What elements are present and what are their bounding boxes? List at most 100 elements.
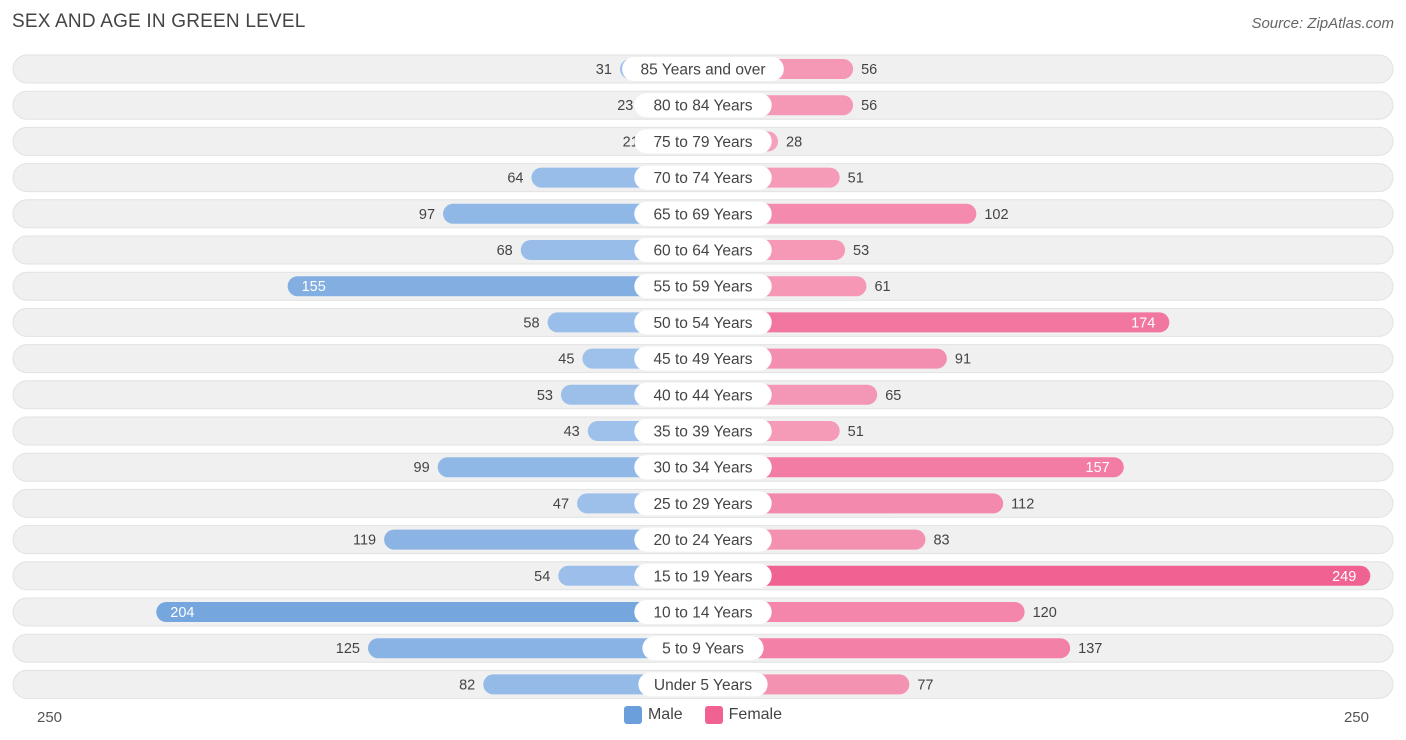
category-label-background <box>634 455 772 480</box>
row-10: 43 51 35 to 39 Years <box>12 416 1394 446</box>
category-label-background <box>634 527 772 552</box>
female-bar <box>703 602 1025 622</box>
female-value-label: 51 <box>848 171 864 187</box>
female-value-label: 174 <box>1131 315 1155 331</box>
male-value-label: 97 <box>419 207 435 223</box>
category-label-background <box>634 201 772 226</box>
category-label-background <box>634 563 772 588</box>
male-value-label: 54 <box>534 569 550 585</box>
female-value-label: 51 <box>848 424 864 440</box>
male-value-label: 125 <box>336 641 360 657</box>
female-value-label: 83 <box>933 533 949 549</box>
row-15: 204 120 10 to 14 Years <box>12 597 1394 627</box>
legend-swatch-male <box>623 706 642 724</box>
male-value-label: 47 <box>553 496 569 512</box>
category-label-background <box>634 274 772 299</box>
axis-label-left: 250 <box>37 709 62 726</box>
category-label: 50 to 54 Years <box>653 315 752 332</box>
category-label: 25 to 29 Years <box>653 496 752 513</box>
category-label: 20 to 24 Years <box>653 532 752 549</box>
category-label: 85 Years and over <box>641 62 766 79</box>
category-label-background <box>634 419 772 443</box>
male-value-label: 64 <box>507 171 523 187</box>
row-11: 99 157 30 to 34 Years <box>12 452 1394 482</box>
female-value-label: 102 <box>984 207 1008 223</box>
category-label: 15 to 19 Years <box>653 568 752 585</box>
legend-swatch-female <box>704 706 723 724</box>
male-bar <box>368 638 703 659</box>
male-bar <box>384 529 703 550</box>
female-value-label: 91 <box>955 352 971 368</box>
category-label-background <box>634 238 772 262</box>
female-value-label: 120 <box>1033 605 1057 621</box>
male-value-label: 58 <box>523 315 539 331</box>
male-bar <box>156 602 703 622</box>
category-label: 45 to 49 Years <box>653 351 752 368</box>
row-9: 53 65 40 to 44 Years <box>12 380 1394 410</box>
male-value-label: 155 <box>302 279 326 295</box>
female-value-label: 65 <box>885 388 901 404</box>
category-label-background <box>634 129 772 154</box>
male-value-label: 43 <box>564 424 580 440</box>
female-bar <box>703 638 1071 659</box>
female-bar <box>703 312 1170 333</box>
chart-source: Source: ZipAtlas.com <box>1251 15 1394 32</box>
category-label: 55 to 59 Years <box>653 279 752 296</box>
row-3: 64 51 70 to 74 Years <box>12 163 1394 193</box>
female-value-label: 249 <box>1332 569 1356 585</box>
legend-label-female: Female <box>728 706 783 723</box>
female-bar <box>703 565 1371 586</box>
male-value-label: 23 <box>617 98 633 114</box>
category-label: 35 to 39 Years <box>653 424 752 441</box>
category-label-background <box>622 57 784 81</box>
chart-title: SEX AND AGE IN GREEN LEVEL <box>12 11 306 32</box>
male-value-label: 53 <box>537 388 553 404</box>
category-label: 5 to 9 Years <box>662 641 744 658</box>
female-value-label: 61 <box>874 279 890 295</box>
female-value-label: 28 <box>786 134 802 150</box>
male-value-label: 31 <box>596 62 612 78</box>
female-bar <box>703 203 977 224</box>
female-bar <box>703 493 1004 514</box>
category-label-background <box>634 491 772 516</box>
category-label: 65 to 69 Years <box>653 206 752 223</box>
female-value-label: 56 <box>861 62 877 78</box>
row-5: 68 53 60 to 64 Years <box>12 235 1394 265</box>
category-label: 75 to 79 Years <box>653 134 752 151</box>
category-label: 60 to 64 Years <box>653 243 752 260</box>
male-value-label: 204 <box>170 605 194 621</box>
category-label-background <box>634 310 772 335</box>
category-label: 10 to 14 Years <box>653 605 752 622</box>
male-value-label: 119 <box>353 533 376 549</box>
row-6: 155 61 55 to 59 Years <box>12 271 1394 301</box>
male-bar <box>287 276 703 297</box>
category-label: 70 to 74 Years <box>653 170 752 187</box>
axis-label-right: 250 <box>1344 709 1369 726</box>
female-value-label: 77 <box>917 677 933 693</box>
category-label-background <box>634 382 772 407</box>
row-0: 31 56 85 Years and over <box>12 54 1394 84</box>
category-label-background <box>634 93 772 118</box>
male-value-label: 82 <box>459 677 475 693</box>
category-label-background <box>638 672 768 697</box>
row-13: 119 83 20 to 24 Years <box>12 525 1394 555</box>
male-value-label: 68 <box>497 243 513 259</box>
category-label-background <box>634 346 772 371</box>
row-1: 23 56 80 to 84 Years <box>12 90 1394 120</box>
row-4: 97 102 65 to 69 Years <box>12 199 1394 229</box>
legend-item-female: Female <box>704 706 783 724</box>
category-label-background <box>642 636 764 661</box>
category-label: 40 to 44 Years <box>653 387 752 404</box>
legend-item-male: Male <box>623 706 683 724</box>
female-value-label: 112 <box>1011 496 1034 512</box>
female-value-label: 53 <box>853 243 869 259</box>
row-8: 45 91 45 to 49 Years <box>12 344 1394 374</box>
row-14: 54 249 15 to 19 Years <box>12 561 1394 591</box>
category-label-background <box>634 165 772 190</box>
male-value-label: 99 <box>414 460 430 476</box>
row-16: 125 137 5 to 9 Years <box>12 633 1394 663</box>
category-label-background <box>634 600 772 624</box>
male-value-label: 45 <box>558 352 574 368</box>
